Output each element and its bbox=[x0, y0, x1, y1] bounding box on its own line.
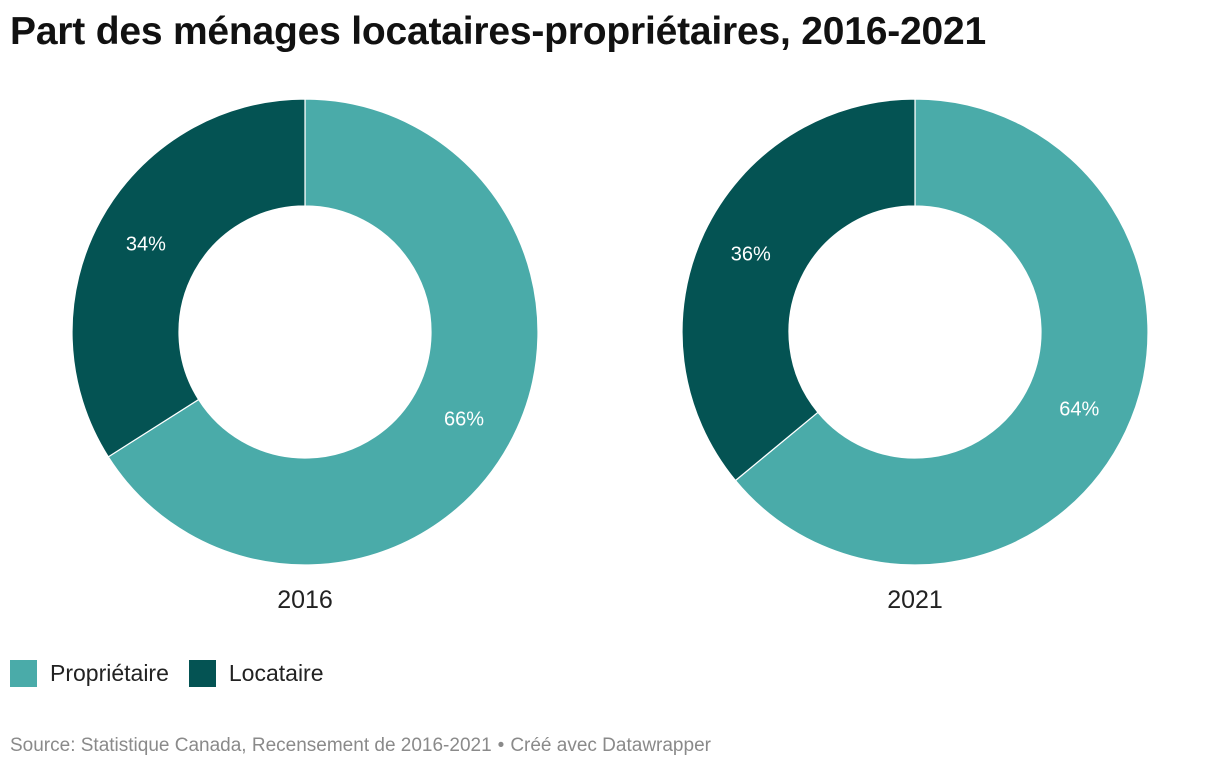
legend-swatch-proprietaire bbox=[10, 660, 37, 687]
slice-2021-locataire bbox=[681, 98, 916, 482]
donut-label-2021: 2021 bbox=[887, 586, 943, 614]
slice-2016-proprietaire bbox=[107, 98, 539, 566]
slice-label-2021-locataire: 36% bbox=[731, 244, 771, 266]
donut-label-2016: 2016 bbox=[277, 586, 333, 614]
legend-label-proprietaire: Propriétaire bbox=[50, 660, 169, 686]
legend-label-locataire: Locataire bbox=[228, 660, 324, 686]
slice-2021-proprietaire bbox=[734, 98, 1149, 566]
legend: Propriétaire Locataire bbox=[10, 660, 344, 687]
chart-title: Part des ménages locataires-propriétaire… bbox=[10, 10, 986, 53]
donut-charts: 66% 34% 2016 64% 36% 2021 bbox=[71, 98, 1149, 614]
source-text: Source: Statistique Canada, Recensement … bbox=[10, 735, 492, 756]
source-credit: Créé avec Datawrapper bbox=[510, 735, 711, 756]
legend-item-locataire: Locataire bbox=[188, 660, 324, 687]
slice-label-2016-proprietaire: 66% bbox=[444, 408, 484, 430]
slice-label-2016-locataire: 34% bbox=[126, 234, 166, 256]
legend-swatch-locataire bbox=[188, 660, 216, 687]
legend-item-proprietaire: Propriétaire bbox=[10, 660, 169, 687]
source-note: Source: Statistique Canada, Recensement … bbox=[10, 735, 711, 757]
slice-label-2021-proprietaire: 64% bbox=[1059, 398, 1099, 420]
slice-2016-locataire bbox=[71, 98, 306, 458]
source-separator: • bbox=[497, 735, 505, 756]
